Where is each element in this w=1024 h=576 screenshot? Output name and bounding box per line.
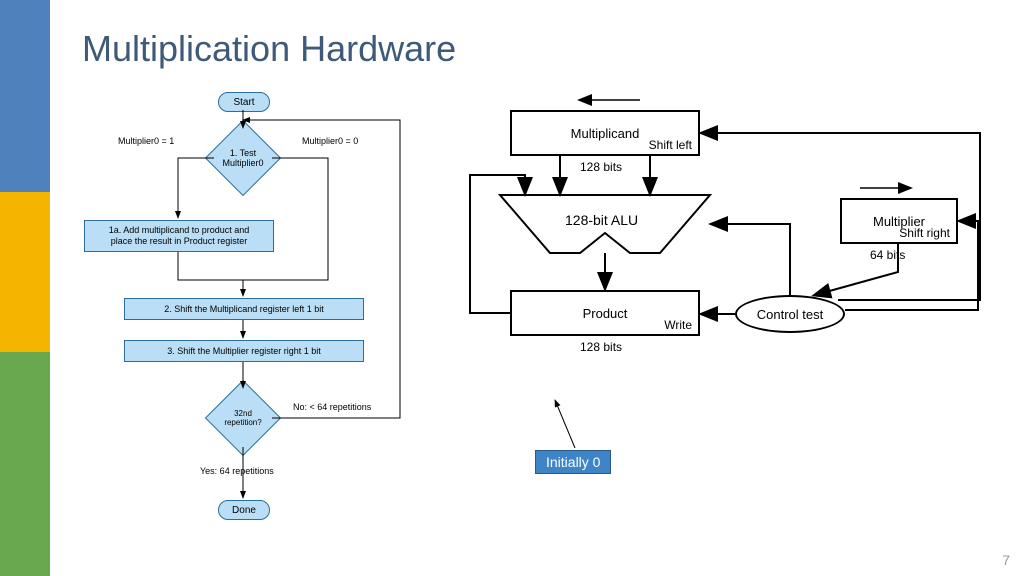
hw-arrows — [0, 0, 1024, 576]
flowchart-step-2: 2. Shift the Multiplicand register left … — [124, 298, 364, 320]
flowchart-step-1a: 1a. Add multiplicand to product andplace… — [84, 220, 274, 252]
flowchart-step-3: 3. Shift the Multiplier register right 1… — [124, 340, 364, 362]
hw-multiplier: Multiplier Shift right — [840, 198, 958, 244]
flowchart-done-label: Done — [232, 505, 256, 516]
flowchart-right-label: Multiplier0 = 0 — [302, 136, 358, 146]
flowchart-arrows — [0, 0, 1024, 576]
hw-initially-label: Initially 0 — [546, 454, 600, 470]
hw-product-label: Product — [583, 306, 628, 321]
flowchart-rep-diamond: 32nd repetition? — [216, 391, 270, 445]
flowchart-step-2-label: 2. Shift the Multiplicand register left … — [164, 304, 324, 315]
page-number: 7 — [1002, 552, 1010, 568]
hw-multiplicand-label: Multiplicand — [571, 126, 640, 141]
flowchart-left-label: Multiplier0 = 1 — [118, 136, 174, 146]
flowchart-test-diamond: 1. TestMultiplier0 — [216, 131, 270, 185]
flowchart-start-label: Start — [233, 97, 254, 108]
sidebar-stripe — [0, 0, 50, 192]
hw-product-bits: 128 bits — [580, 340, 622, 354]
hw-multiplier-bits: 64 bits — [870, 248, 905, 262]
flowchart-no-label: No: < 64 repetitions — [293, 402, 371, 412]
page-title: Multiplication Hardware — [82, 28, 456, 70]
flowchart-test-label: 1. TestMultiplier0 — [216, 131, 270, 185]
flowchart-start: Start — [218, 92, 270, 112]
hw-multiplicand-sublabel: Shift left — [649, 138, 692, 152]
sidebar-stripe — [0, 192, 50, 352]
flowchart-done: Done — [218, 500, 270, 520]
hw-control-label: Control test — [757, 307, 823, 322]
hw-initially: Initially 0 — [535, 450, 611, 474]
hw-multiplicand-bits: 128 bits — [580, 160, 622, 174]
hw-alu-shape — [0, 0, 1024, 576]
flowchart-rep-label: 32nd repetition? — [216, 391, 270, 445]
flowchart-step-3-label: 3. Shift the Multiplier register right 1… — [167, 346, 321, 357]
hw-multiplier-sublabel: Shift right — [899, 226, 950, 240]
hw-control: Control test — [735, 295, 845, 333]
hw-alu-label: 128-bit ALU — [565, 212, 638, 228]
flowchart-yes-label: Yes: 64 repetitions — [200, 466, 274, 476]
sidebar-stripe — [0, 352, 50, 576]
hw-product-sublabel: Write — [664, 318, 692, 332]
hw-multiplicand: Multiplicand Shift left — [510, 110, 700, 156]
flowchart-step-1a-label: 1a. Add multiplicand to product andplace… — [109, 225, 250, 247]
hw-product: Product Write — [510, 290, 700, 336]
